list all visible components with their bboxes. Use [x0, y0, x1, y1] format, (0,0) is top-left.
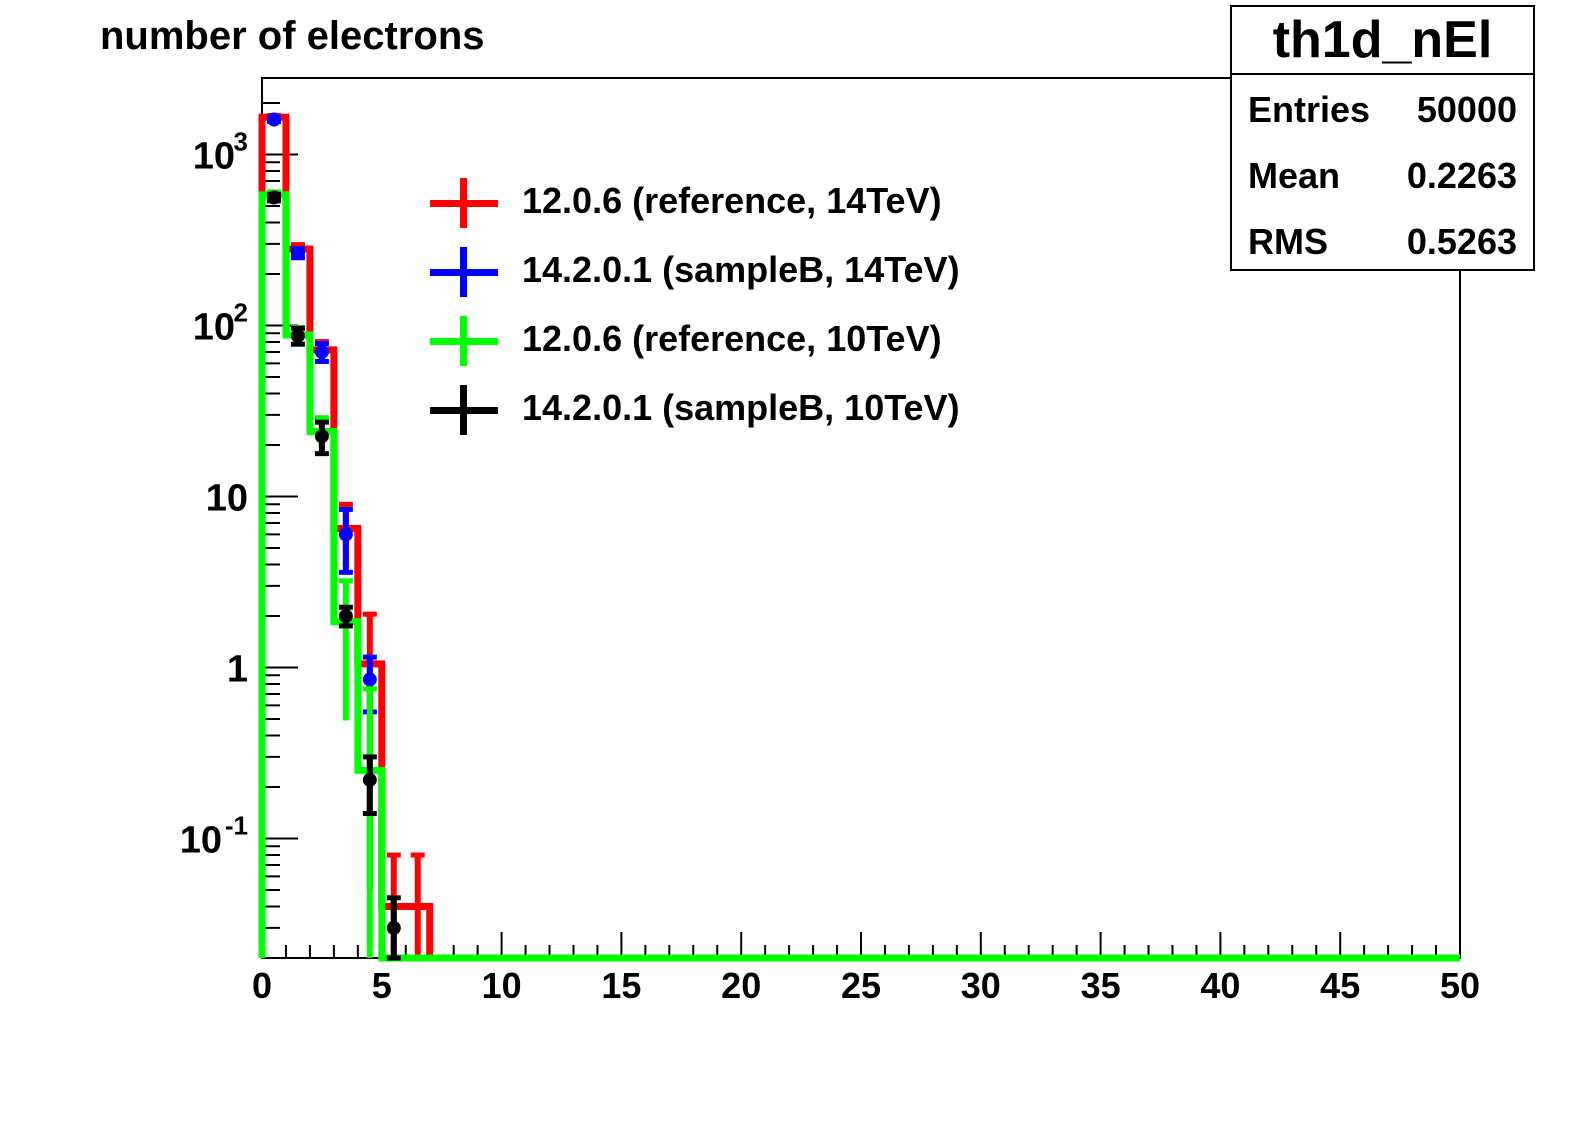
legend-marker-green — [430, 316, 498, 366]
stats-label-mean: Mean — [1248, 155, 1341, 196]
x-tick-label: 10 — [482, 965, 522, 1006]
x-tick-label: 35 — [1081, 965, 1121, 1006]
data-point-blue — [362, 672, 377, 687]
y-tick-label: 10 — [206, 477, 248, 519]
stats-row-entries: Entries 50000 — [1232, 75, 1533, 141]
legend-label-black: 14.2.0.1 (sampleB, 10TeV) — [522, 387, 960, 428]
stats-title: th1d_nEl — [1232, 7, 1533, 75]
data-point-black — [266, 190, 281, 205]
x-tick-label: 25 — [841, 965, 881, 1006]
legend-marker-red — [430, 178, 498, 228]
x-tick-label: 50 — [1440, 965, 1480, 1006]
y-tick-label: 10 — [180, 819, 222, 861]
legend-label-green: 12.0.6 (reference, 10TeV) — [522, 318, 942, 359]
x-tick-label: 40 — [1200, 965, 1240, 1006]
y-tick-label: 1 — [227, 648, 248, 690]
x-tick-label: 45 — [1320, 965, 1360, 1006]
x-tick-label: 30 — [961, 965, 1001, 1006]
data-point-black — [386, 920, 401, 935]
chart-title: number of electrons — [100, 14, 485, 58]
data-point-black — [290, 328, 305, 343]
legend-label-blue: 14.2.0.1 (sampleB, 14TeV) — [522, 249, 960, 290]
data-point-black — [338, 608, 353, 623]
data-point-black — [362, 772, 377, 787]
y-tick-exponent: 3 — [234, 126, 248, 156]
series-line-green — [258, 191, 1460, 962]
data-point-blue — [338, 527, 353, 542]
stats-value-rms: 0.5263 — [1406, 221, 1517, 262]
stats-box: th1d_nEl Entries 50000 Mean 0.2263 RMS 0… — [1230, 5, 1535, 271]
legend-label-red: 12.0.6 (reference, 14TeV) — [522, 180, 942, 221]
stats-row-rms: RMS 0.5263 — [1232, 207, 1533, 273]
stats-row-mean: Mean 0.2263 — [1232, 141, 1533, 207]
x-tick-label: 15 — [601, 965, 641, 1006]
y-tick-exponent: -1 — [225, 810, 248, 840]
data-point-blue — [266, 112, 281, 127]
data-point-blue — [290, 246, 305, 261]
x-tick-label: 20 — [721, 965, 761, 1006]
y-tick-label: 10 — [193, 306, 235, 348]
y-tick-label: 10 — [193, 135, 235, 177]
data-point-black — [314, 429, 329, 444]
x-tick-label: 0 — [252, 965, 272, 1006]
legend-marker-blue — [430, 247, 498, 297]
data-point-blue — [314, 344, 329, 359]
y-tick-exponent: 2 — [234, 297, 248, 327]
stats-label-rms: RMS — [1248, 221, 1328, 262]
stats-value-entries: 50000 — [1416, 89, 1517, 130]
stats-label-entries: Entries — [1248, 89, 1371, 130]
legend-marker-black — [430, 385, 498, 435]
x-tick-label: 5 — [372, 965, 392, 1006]
stats-value-mean: 0.2263 — [1406, 155, 1517, 196]
